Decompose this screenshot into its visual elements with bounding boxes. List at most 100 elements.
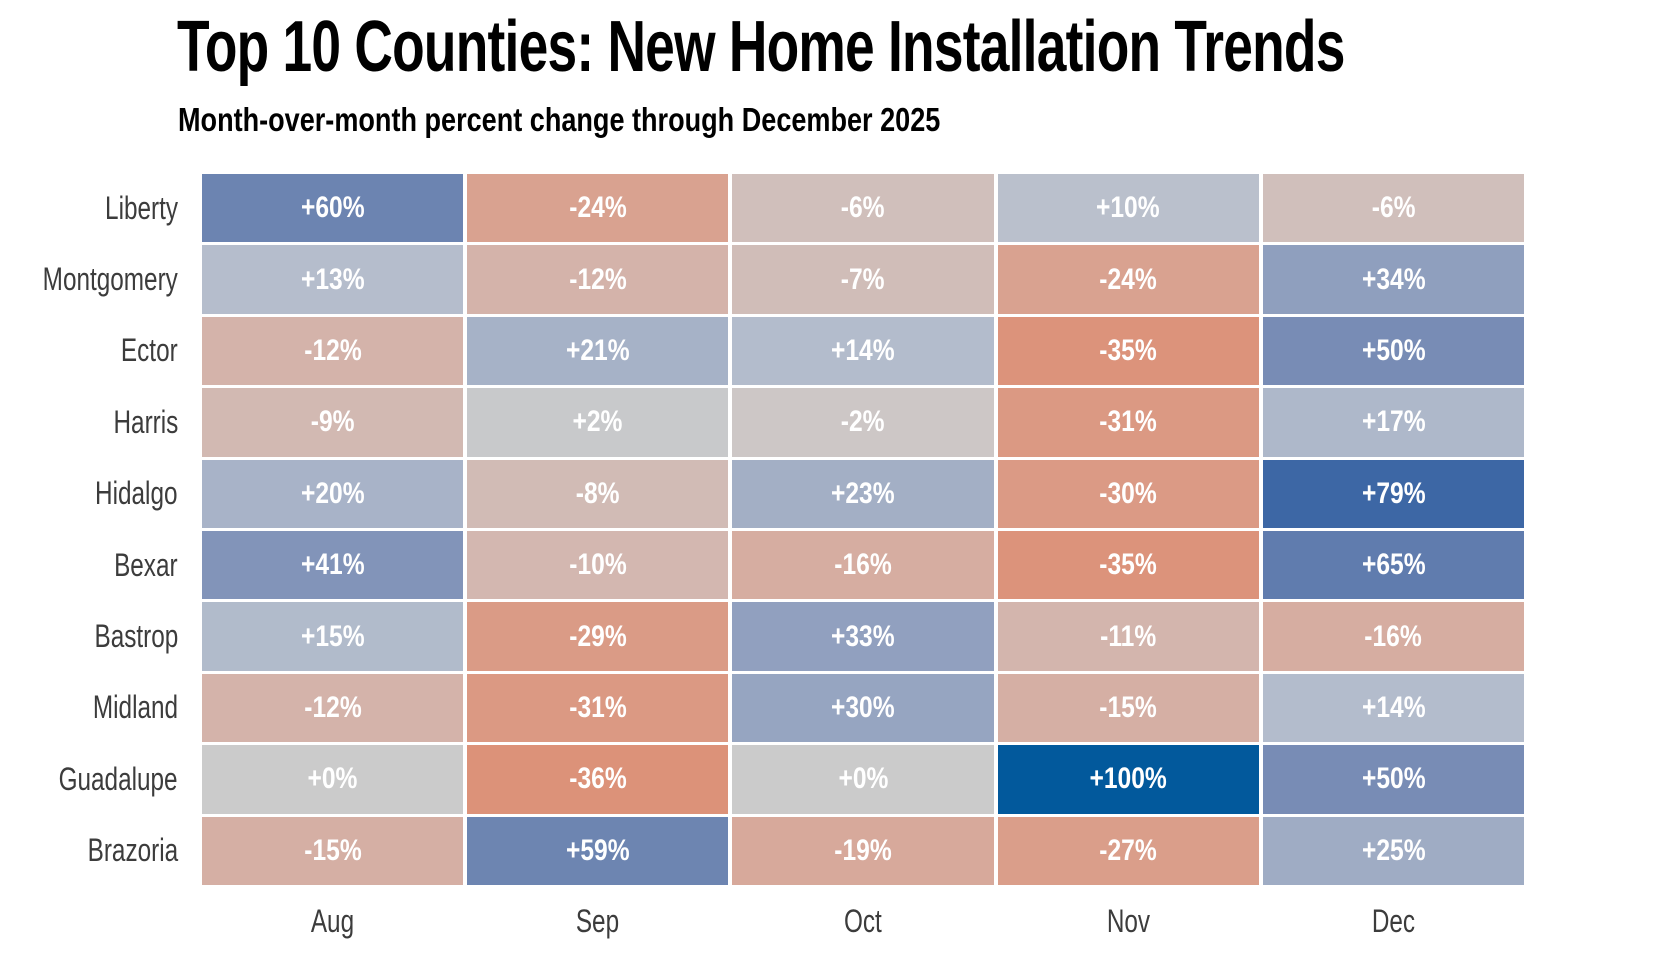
heatmap-cell: -12% [202, 316, 464, 386]
cell-value: -29% [569, 619, 627, 653]
page-title: Top 10 Counties: New Home Installation T… [177, 4, 1660, 90]
county-label: Liberty [0, 174, 178, 242]
heatmap-cell: +15% [202, 602, 464, 671]
cell-value: +33% [831, 619, 895, 653]
page-title-text: Top 10 Counties: New Home Installation T… [177, 7, 1345, 87]
cell-value: +2% [572, 405, 623, 439]
heatmap-cell: -35% [997, 531, 1259, 600]
month-label: Oct [732, 885, 993, 957]
county-label-text: Guadalupe [58, 760, 178, 797]
heatmap-cell: -30% [997, 459, 1259, 528]
cell-value: -35% [1099, 333, 1157, 367]
county-label: Bastrop [0, 602, 178, 670]
county-label: Midland [0, 674, 178, 742]
cell-value: +41% [300, 548, 365, 582]
heatmap-cell: -15% [997, 673, 1259, 743]
heatmap-cell: -16% [1262, 602, 1524, 671]
cell-value: -27% [1099, 833, 1157, 867]
cell-value: +50% [1361, 762, 1426, 796]
heatmap-cell: +14% [732, 316, 994, 386]
month-label-text: Oct [844, 902, 882, 939]
heatmap-cell: +0% [732, 745, 994, 814]
col-labels: Aug Sep Oct Nov Dec [202, 885, 1524, 957]
county-label-text: Hidalgo [95, 475, 178, 512]
cell-value: -15% [1099, 690, 1157, 724]
heatmap-cell: +65% [1262, 531, 1524, 600]
cell-value: -35% [1099, 548, 1157, 582]
cell-value: -11% [1100, 619, 1157, 653]
heatmap-cell: +59% [467, 816, 729, 885]
county-label: Guadalupe [0, 745, 178, 813]
heatmap-cell: -29% [467, 602, 729, 671]
heatmap-cell: +34% [1262, 245, 1524, 314]
heatmap-cell: -36% [467, 745, 729, 814]
heatmap-cell: +10% [997, 174, 1259, 243]
heatmap-cell: -35% [997, 316, 1259, 386]
heatmap-cell: +41% [202, 531, 464, 600]
heatmap-cell: -24% [467, 174, 729, 243]
cell-value: -24% [569, 191, 627, 225]
cell-value: -12% [569, 262, 627, 296]
county-label-text: Ector [121, 332, 178, 369]
cell-value: -12% [303, 333, 362, 367]
cell-value: -7% [841, 262, 885, 296]
heatmap-cell: +20% [202, 459, 464, 528]
cell-value: -31% [569, 690, 627, 724]
cell-value: +13% [300, 262, 365, 296]
heatmap-cell: +25% [1262, 816, 1524, 885]
county-label-text: Bexar [114, 546, 178, 583]
month-label: Sep [467, 885, 728, 957]
heatmap-cell: +33% [732, 602, 994, 671]
cell-value: +60% [300, 191, 365, 225]
cell-value: +0% [838, 762, 888, 796]
month-label: Dec [1263, 885, 1524, 957]
cell-value: -8% [575, 476, 620, 510]
county-label-text: Bastrop [94, 618, 178, 655]
cell-value: +14% [831, 333, 895, 367]
heatmap-cell: +23% [732, 459, 994, 528]
page-subtitle-text: Month-over-month percent change through … [178, 101, 941, 138]
heatmap-cell: -11% [997, 602, 1259, 671]
county-label: Harris [0, 388, 178, 456]
county-label: Ector [0, 317, 178, 385]
heatmap-cell: -16% [732, 531, 994, 600]
cell-value: +23% [831, 476, 895, 510]
county-label-text: Brazoria [87, 832, 178, 869]
page-subtitle: Month-over-month percent change through … [178, 98, 1108, 142]
heatmap-cell: -8% [467, 459, 729, 528]
county-label: Hidalgo [0, 460, 178, 528]
heatmap-cell: +50% [1262, 316, 1524, 386]
cell-value: +30% [831, 690, 895, 724]
cell-value: +59% [565, 833, 630, 867]
cell-value: +20% [300, 476, 365, 510]
cell-value: -16% [834, 548, 892, 582]
cell-value: -12% [303, 690, 362, 724]
cell-value: -2% [841, 405, 885, 439]
heatmap-cell: -9% [202, 388, 464, 457]
cell-value: +100% [1089, 762, 1167, 796]
heatmap-cell: -12% [467, 245, 729, 314]
heatmap-cell: -12% [202, 673, 464, 743]
heatmap-cell: -2% [732, 388, 994, 457]
heatmap-cell: -7% [732, 245, 994, 314]
cell-value: -30% [1099, 476, 1157, 510]
cell-value: +15% [300, 619, 365, 653]
heatmap-cell: -19% [732, 816, 994, 885]
heatmap-cell: -6% [732, 174, 994, 243]
heatmap-cell: +0% [202, 745, 464, 814]
cell-value: -16% [1364, 619, 1423, 653]
cell-value: +34% [1361, 262, 1426, 296]
county-label-text: Montgomery [42, 261, 178, 298]
heatmap-cell: +21% [467, 316, 729, 386]
cell-value: +50% [1361, 333, 1426, 367]
heatmap-cell: +50% [1262, 745, 1524, 814]
cell-value: +17% [1361, 405, 1426, 439]
heatmap-cell: +30% [732, 673, 994, 743]
heatmap-cell: +60% [202, 174, 464, 243]
cell-value: +10% [1096, 191, 1161, 225]
heatmap-grid: +60% -24% -6% +10% -6% +13% -12% -7% -24% +34% -12… [202, 174, 1524, 885]
heatmap-cell: +2% [467, 388, 729, 457]
county-label-text: Harris [112, 403, 178, 440]
heatmap-cell: +17% [1262, 388, 1524, 457]
